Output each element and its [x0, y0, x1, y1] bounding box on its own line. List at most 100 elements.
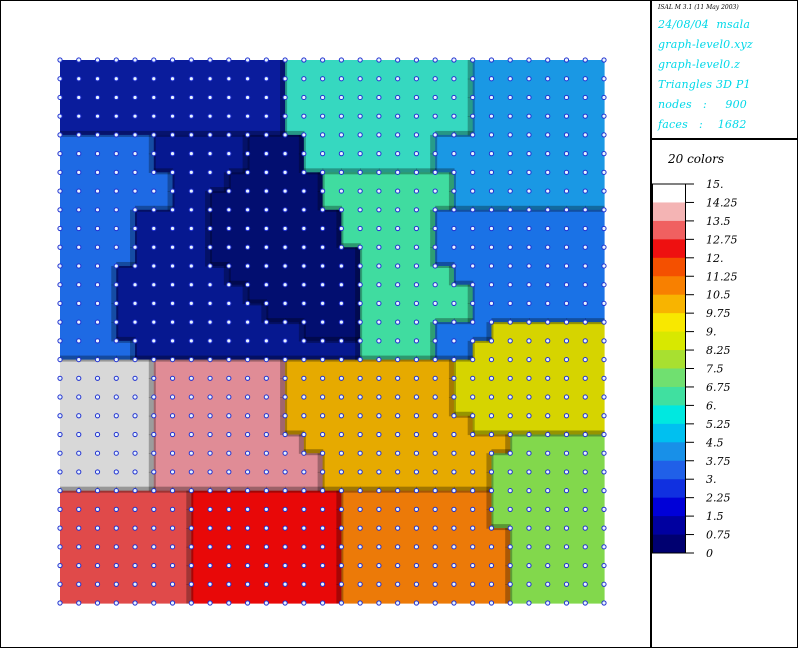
- heatmap-cell-bottom-left-white: [135, 397, 155, 417]
- heatmap-cell-bottom-right-green: [566, 546, 586, 567]
- mesh-node: [488, 319, 495, 325]
- region-step-shadow: [472, 336, 493, 343]
- mesh-node: [207, 282, 213, 288]
- mesh-node: [338, 600, 344, 606]
- heatmap-cell-bottom-left-white: [116, 415, 136, 436]
- heatmap-cell-top-right: [566, 172, 586, 192]
- mesh-node: [470, 244, 476, 250]
- heatmap-cell-bottom-orange: [453, 546, 474, 567]
- mesh-node: [338, 57, 344, 63]
- mesh-node: [188, 76, 194, 82]
- heatmap-cell-right-yellow: [472, 340, 493, 361]
- heatmap-cell-upper-left: [78, 172, 99, 192]
- mesh-node: [132, 488, 138, 494]
- region-step-shadow: [378, 168, 399, 175]
- mesh-node: [413, 244, 420, 250]
- mesh-node: [563, 225, 570, 232]
- region-step-shadow: [148, 134, 156, 155]
- mesh-node: [263, 207, 269, 213]
- mesh-node: [188, 356, 194, 363]
- heatmap-cell-bottom-orange: [491, 528, 511, 548]
- heatmap-cell-top-right: [491, 153, 511, 173]
- heatmap-cell-top-right: [510, 60, 530, 80]
- mesh-node: [376, 282, 382, 288]
- heatmap-cell-pink: [285, 434, 305, 454]
- mesh-node: [282, 413, 288, 419]
- heatmap-cell-top-middle: [341, 97, 361, 117]
- mesh-node: [132, 282, 138, 288]
- mesh-node: [601, 300, 607, 307]
- region-step-shadow: [111, 322, 119, 342]
- mesh-node: [357, 94, 363, 101]
- mesh-node: [76, 300, 82, 307]
- heatmap-cell-bottom-right-green: [547, 565, 568, 585]
- mesh-node: [151, 263, 157, 269]
- heatmap-cell-right-mid-blue: [566, 247, 586, 267]
- mesh-node: [301, 319, 307, 325]
- heatmap-cell-pink: [210, 453, 230, 473]
- heatmap-cell-center-orange: [472, 471, 493, 492]
- heatmap-cell-center-left: [210, 303, 230, 323]
- mesh-node: [282, 132, 288, 138]
- heatmap-cell-right-mid-blue: [547, 247, 568, 267]
- mesh-node: [132, 113, 138, 119]
- mesh-node: [563, 356, 570, 363]
- mesh-node: [470, 132, 476, 138]
- heatmap-cell-top-left: [172, 60, 192, 80]
- heatmap-cell-bottom-left-white: [78, 453, 99, 473]
- mesh-node: [376, 375, 382, 381]
- heatmap-cell-center-left: [191, 209, 211, 230]
- mesh-node: [488, 57, 495, 63]
- heatmap-cell-bottom-left-salmon: [135, 528, 155, 548]
- heatmap-cell-top-middle: [360, 78, 380, 99]
- heatmap-cell-center-orange: [341, 471, 361, 492]
- mesh-node: [76, 525, 82, 531]
- mesh-node: [395, 488, 401, 494]
- heatmap-cell-upper-left: [97, 247, 117, 267]
- mesh-node: [244, 450, 251, 456]
- mesh-node: [57, 244, 63, 250]
- heatmap-cell-center-deep: [303, 322, 324, 342]
- mesh-node: [470, 375, 476, 381]
- mesh-node: [263, 57, 269, 63]
- region-step-shadow: [467, 97, 475, 117]
- heatmap-cell-top-middle: [416, 97, 436, 117]
- heatmap-cell-bottom-orange: [341, 528, 361, 548]
- region-step-shadow: [528, 318, 549, 325]
- mesh-node: [94, 207, 101, 213]
- mesh-node: [507, 132, 513, 138]
- heatmap-cell-bottom-red: [303, 509, 324, 529]
- heatmap-cell-bottom-orange: [378, 584, 399, 604]
- heatmap-cell-pink: [228, 453, 249, 473]
- heatmap-cell-bottom-red: [322, 584, 342, 604]
- mesh-node: [432, 300, 438, 307]
- heatmap-cell-top-right: [510, 191, 530, 211]
- region-step-shadow: [397, 168, 418, 175]
- mesh-node: [432, 525, 438, 531]
- mesh-node: [263, 600, 269, 606]
- heatmap-cell-top-left: [228, 97, 249, 117]
- mesh-node: [169, 169, 176, 175]
- legend-swatch: [652, 405, 686, 425]
- heatmap-cell-top-right: [528, 172, 549, 192]
- mesh-node: [320, 76, 326, 82]
- heatmap-cell-bottom-orange: [397, 528, 418, 548]
- heatmap-cell-center-right-green: [435, 172, 455, 192]
- heatmap-cell-top-right: [528, 191, 549, 211]
- mesh-node: [151, 132, 157, 138]
- heatmap-cell-bottom-orange: [341, 509, 361, 529]
- heatmap-cell-center-left: [172, 284, 192, 305]
- mesh-node: [151, 506, 157, 512]
- heatmap-cell-bottom-left-white: [78, 359, 99, 379]
- region-step-shadow: [223, 172, 231, 192]
- region-step-shadow: [228, 486, 249, 493]
- mesh-node: [338, 300, 344, 307]
- mesh-node: [169, 450, 176, 456]
- heatmap-cell-right-yellow: [491, 415, 511, 436]
- mesh-node: [488, 132, 495, 138]
- heatmap-cell-bottom-orange: [491, 584, 511, 604]
- info-z-file: graph-level0.z: [658, 58, 741, 71]
- region-step-shadow: [148, 415, 156, 436]
- mesh-node: [57, 338, 63, 344]
- mesh-node: [282, 506, 288, 512]
